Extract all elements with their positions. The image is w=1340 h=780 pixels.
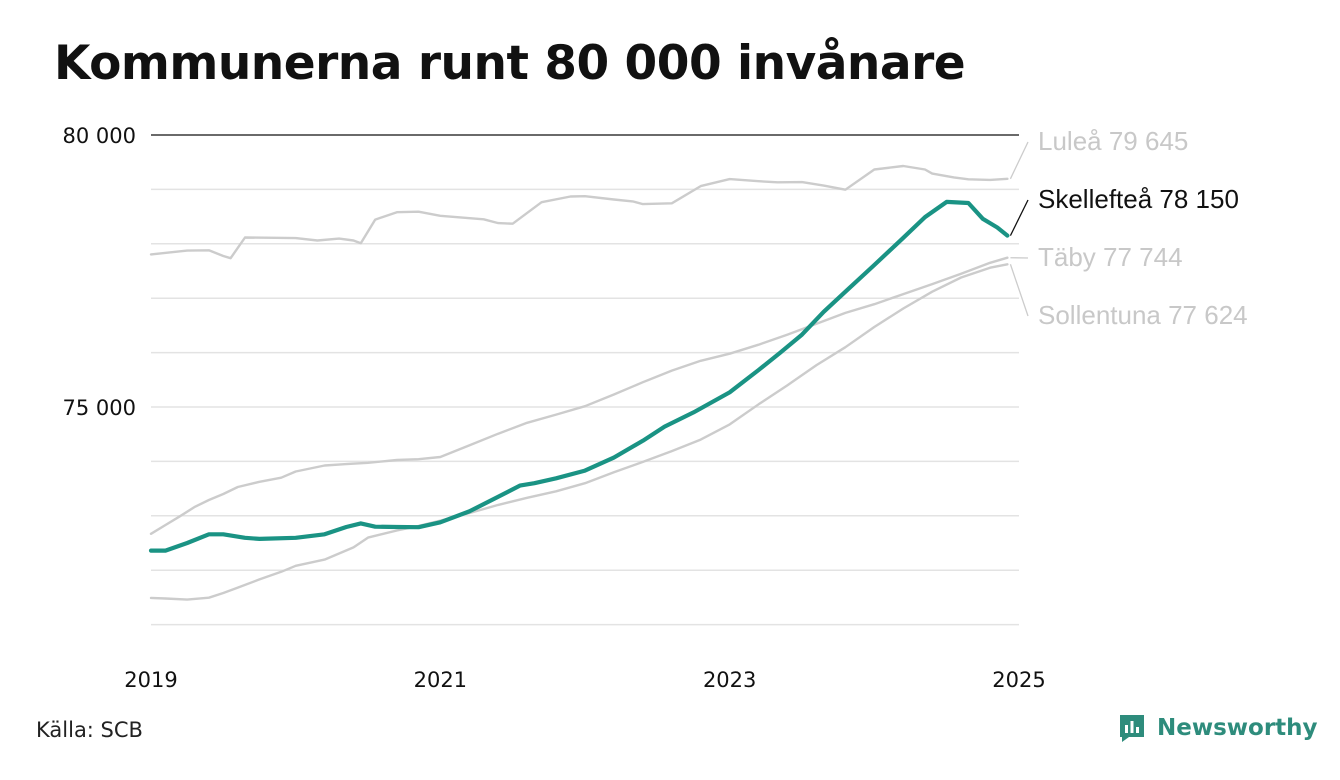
brand-name: Newsworthy (1157, 715, 1318, 741)
y-tick-label: 75 000 (63, 396, 136, 420)
x-tick-label: 2023 (703, 668, 756, 692)
chart-title: Kommunerna runt 80 000 invånare (54, 36, 966, 91)
series-line-sollentuna (149, 263, 1009, 601)
label-leader-luleå (1009, 141, 1029, 180)
x-tick-label: 2021 (414, 668, 467, 692)
series-line-skellefteå (148, 199, 1010, 553)
y-tick-label: 80 000 (63, 124, 136, 148)
brand-logo[interactable]: Newsworthy (1117, 713, 1318, 743)
series-label-täby: Täby 77 744 (1038, 242, 1183, 272)
series-label-sollentuna: Sollentuna 77 624 (1038, 300, 1248, 330)
series-label-skellefteå: Skellefteå 78 150 (1038, 184, 1239, 214)
x-tick-label: 2019 (124, 668, 177, 692)
label-leader-sollentuna (1009, 264, 1029, 317)
x-tick-label: 2025 (992, 668, 1045, 692)
line-chart: 80 000 75 000 2019 2021 2023 2025 Luleå 79 645… (63, 124, 1248, 692)
newsworthy-logo-icon (1120, 715, 1144, 742)
series-line-täby (149, 256, 1009, 535)
source-note: Källa: SCB (36, 718, 143, 742)
series-label-luleå: Luleå 79 645 (1038, 126, 1188, 156)
series-line-luleå (149, 164, 1009, 260)
label-leader-skellefteå (1009, 199, 1029, 236)
